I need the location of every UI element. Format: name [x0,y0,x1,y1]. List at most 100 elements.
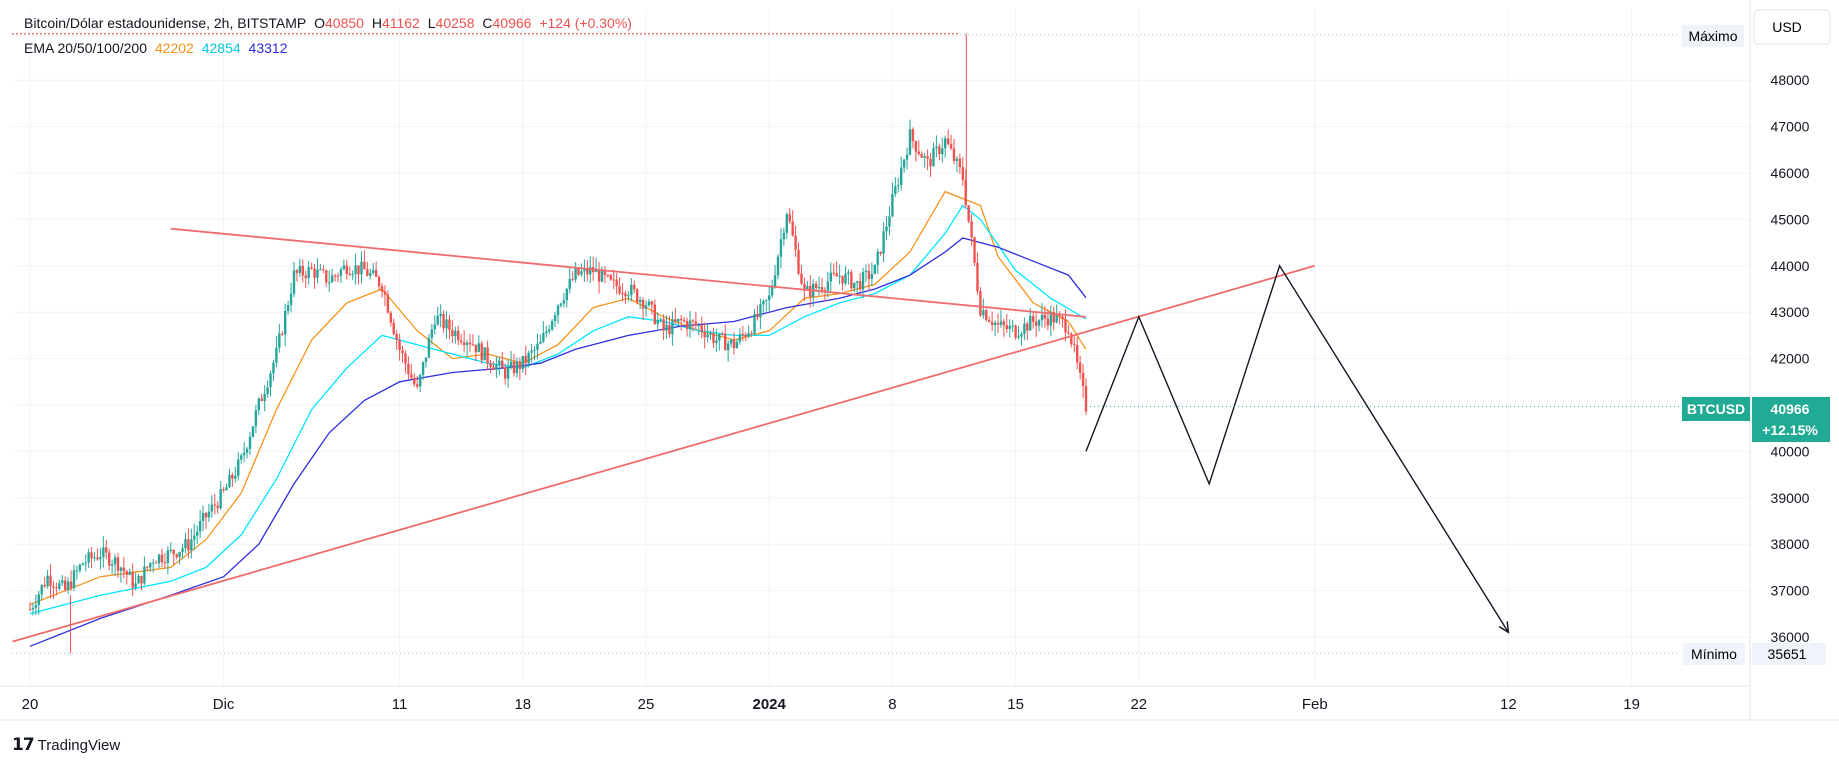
candle-body [149,562,152,568]
x-tick-label: Feb [1302,696,1328,713]
trendlines [12,227,1316,643]
candle-body [257,398,260,411]
candle-body [929,158,932,167]
candle-body [477,343,480,353]
candle-body [750,333,753,335]
candle-body [530,350,533,353]
candle-body [885,226,888,232]
candle-body [266,387,269,395]
candle-body [360,261,363,275]
candle-body [1070,333,1073,345]
candle-body [712,333,715,344]
candle-body [418,375,422,387]
candle-body [659,319,662,321]
candle-body [61,580,64,584]
tradingview-logo-icon: 17 [12,735,35,755]
y-tick-label: 47000 [1771,119,1810,135]
min-level-label: Mínimo 35651 [1683,643,1826,665]
candle-body [113,557,117,565]
ema-line [29,190,1087,606]
x-tick-label: 20 [22,696,39,713]
candle-body [606,275,610,277]
axes [0,0,1839,721]
x-tick-label: 19 [1623,696,1640,713]
candle-body [1049,311,1052,326]
candle-body [988,320,991,322]
currency-button[interactable]: USD [1753,9,1831,45]
candle-body [363,261,366,270]
candle-body [404,353,407,364]
ema-50-value: 42854 [201,40,241,56]
candle-body [108,552,111,566]
candle-body [395,333,398,340]
candle-body [905,154,909,160]
candle-body [574,268,577,280]
candle-body [515,361,519,374]
candle-body [1058,315,1061,317]
candle-body [759,304,762,318]
y-tick-label: 43000 [1771,304,1810,320]
candle-body [116,557,120,571]
candle-body [451,329,454,337]
candle-body [430,329,434,338]
candle-body [110,564,114,566]
candle-body [800,273,803,284]
candle-body [542,333,545,342]
candle-body [96,557,99,560]
candle-body [571,278,574,280]
candle-body [1002,321,1006,326]
candle-body [231,474,234,479]
candle-body [143,566,146,584]
candle-body [345,265,348,274]
ema-legend[interactable]: EMA 20/50/100/200 42202 42854 43312 [24,40,291,56]
candle-body [589,267,592,275]
candle-body [240,455,243,460]
candle-body [501,360,504,368]
candle-body [328,282,331,284]
candle-body [876,251,879,265]
candle-body [891,194,894,217]
trendline-descending-resistance [170,227,1087,318]
candle-body [1078,362,1082,373]
candle-body [254,410,258,427]
candle-body [386,294,390,313]
candle-body [131,571,134,588]
candle-body [31,607,35,610]
candle-body [169,549,172,551]
candle-body [52,586,55,588]
candle-body [1052,311,1055,323]
candle-body [196,531,199,536]
candle-body [1067,332,1070,334]
candle-body [193,535,196,540]
x-tick-label: 11 [392,696,408,713]
symbol-title[interactable]: Bitcoin/Dólar estadounidense, 2h, BITSTA… [24,15,307,31]
candle-body [128,571,131,575]
candlestick-series [28,33,1088,654]
candle-body [122,567,126,572]
candle-body [685,321,689,329]
candle-body [897,184,900,187]
candle-body [407,363,410,375]
candle-body [99,557,102,560]
candle-body [782,232,786,240]
y-tick-label: 36000 [1771,629,1810,645]
candle-body [87,552,90,563]
candle-body [278,333,281,348]
candle-body [448,319,451,330]
candle-body [1026,323,1029,331]
candle-body [1032,316,1035,322]
ema-label: EMA 20/50/100/200 [24,40,147,56]
candle-body [37,594,40,606]
candle-body [401,349,404,354]
y-tick-label: 39000 [1771,490,1810,506]
candle-body [882,231,885,254]
candle-body [1046,318,1050,326]
x-tick-label: 12 [1500,696,1517,713]
tradingview-logo[interactable]: 17 TradingView [12,735,120,755]
candle-body [946,138,950,145]
candle-body [747,333,750,337]
candle-body [471,344,475,346]
candle-body [553,315,557,322]
candle-body [146,566,149,568]
